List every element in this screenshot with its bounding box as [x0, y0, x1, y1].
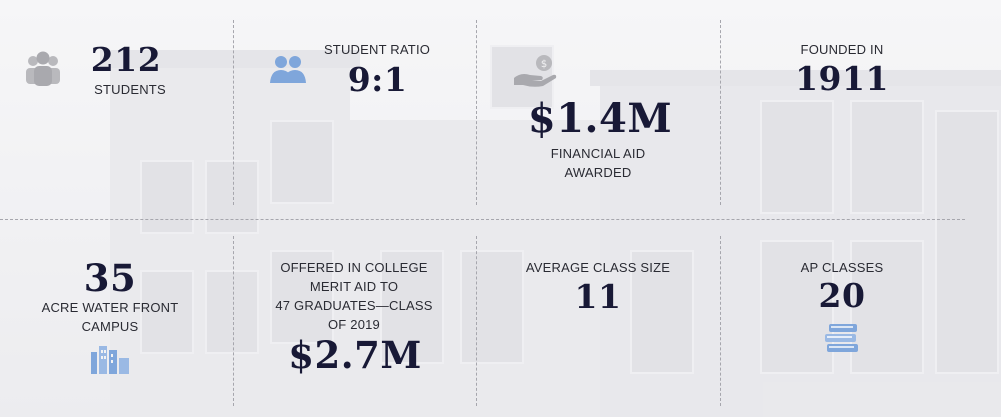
class-size-label: AVERAGE CLASS SIZE [525, 260, 671, 275]
founded-year: 1911 [795, 59, 889, 98]
divider [233, 20, 234, 205]
divider [720, 20, 721, 205]
divider [476, 20, 477, 205]
ap-classes-value: 20 [818, 276, 866, 315]
financial-aid-label-line1: FINANCIAL AID [550, 146, 646, 161]
merit-aid-value: $2.7M [288, 333, 422, 377]
buildings-icon [91, 346, 129, 374]
svg-text:$: $ [541, 59, 547, 70]
divider [476, 236, 477, 406]
acre-label-line2: CAMPUS [81, 319, 139, 334]
financial-aid-label-line2: AWARDED [564, 165, 632, 180]
divider [233, 236, 234, 406]
merit-aid-label-line1: OFFERED IN COLLEGE [280, 260, 428, 275]
student-ratio-value: 9:1 [347, 60, 408, 99]
hand-money-icon: $ [513, 54, 559, 88]
divider [0, 219, 965, 220]
people-group-icon [24, 50, 62, 86]
merit-aid-label-line2: MERIT AID TO [309, 279, 399, 294]
students-count: 212 [90, 40, 162, 79]
students-label: STUDENTS [94, 82, 166, 97]
two-people-icon [270, 55, 306, 83]
acre-label-line1: ACRE WATER FRONT [41, 300, 179, 315]
merit-aid-label-line3: 47 GRADUATES—CLASS [275, 298, 433, 313]
financial-aid-value: $1.4M [527, 95, 673, 142]
ap-classes-label: AP CLASSES [800, 260, 884, 275]
books-icon [824, 322, 860, 354]
founded-label: FOUNDED IN [800, 42, 884, 57]
divider [720, 236, 721, 406]
acre-count: 35 [83, 256, 137, 300]
merit-aid-label-line4: OF 2019 [328, 317, 380, 332]
class-size-value: 11 [574, 277, 622, 316]
student-ratio-label: STUDENT RATIO [323, 42, 431, 57]
